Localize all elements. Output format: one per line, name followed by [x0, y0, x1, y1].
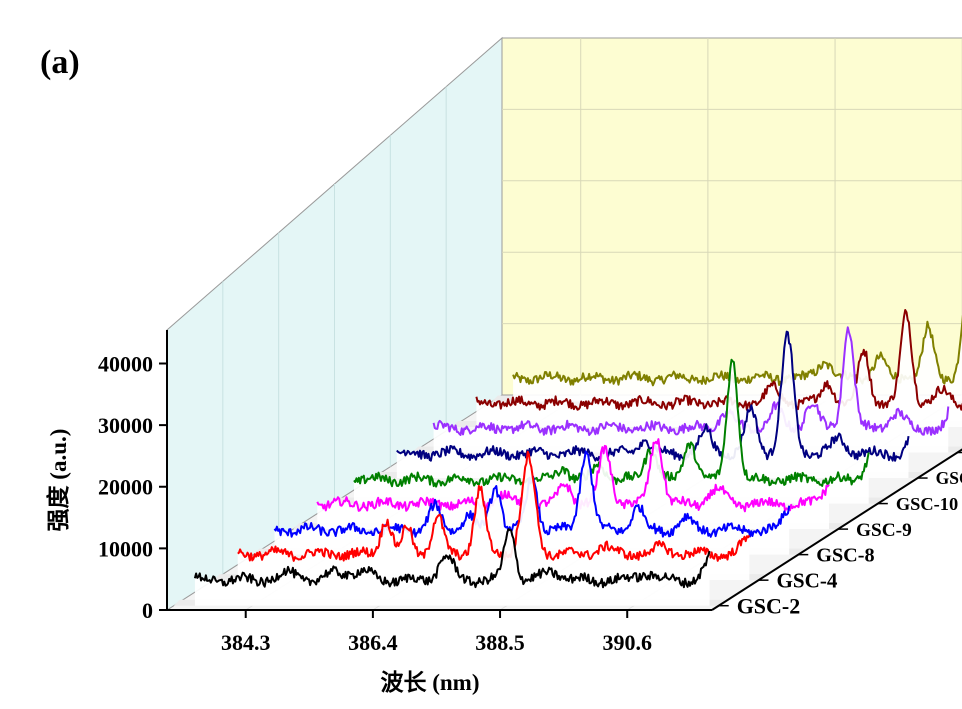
x-tick-label: 384.3	[221, 630, 271, 655]
series-label-gsc-11: GSC-11	[936, 468, 962, 488]
y-tick-label: 30000	[98, 413, 153, 438]
series-label-gsc-4: GSC-4	[776, 569, 837, 593]
series-line-gsc-2	[193, 528, 711, 589]
series-line-gsc-9	[316, 438, 830, 513]
series-line-gsc-13	[432, 326, 950, 436]
depth-axis-line	[711, 448, 962, 611]
series-fill-gsc-13	[433, 327, 949, 453]
back-wall-plane	[501, 37, 962, 396]
x-axis-title: 波长 (nm)	[380, 670, 479, 695]
y-axis-title: 强度 (a.u.)	[45, 429, 71, 532]
x-tick-label: 386.4	[348, 630, 398, 655]
y-tick-label: 40000	[98, 351, 153, 376]
series-fill-gsc-2	[194, 529, 710, 606]
x-tick-label: 388.5	[475, 630, 525, 655]
y-tick-label: 10000	[98, 536, 153, 561]
y-tick-label: 20000	[98, 475, 153, 500]
panel-label: (a)	[40, 44, 80, 81]
series-line-gsc-4	[237, 450, 751, 562]
series-fill-gsc-10	[354, 359, 869, 504]
series-label-gsc-2: GSC-2	[737, 593, 801, 618]
x-tick-label: 390.6	[602, 630, 652, 655]
y-tick-label: 0	[142, 598, 153, 623]
series-label-gsc-10: GSC-10	[896, 494, 958, 514]
series-label-gsc-8: GSC-8	[816, 545, 874, 567]
series-label-gsc-9: GSC-9	[856, 520, 912, 541]
series-fill-gsc-15	[476, 310, 962, 427]
series-line-gsc-16	[512, 314, 962, 387]
series-fill-gsc-11	[396, 331, 909, 479]
